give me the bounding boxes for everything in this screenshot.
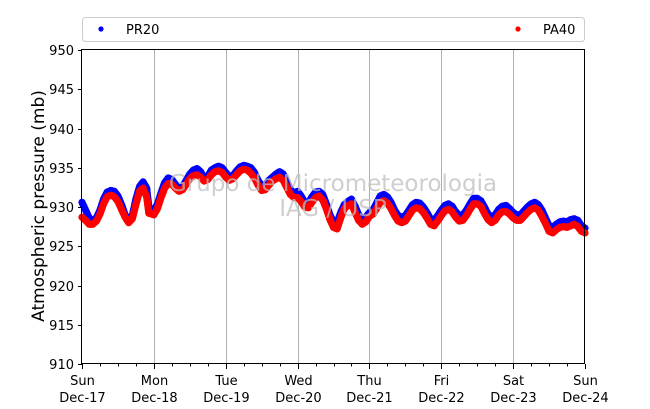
x-tick-date-dec-21: Dec-21 — [346, 391, 392, 406]
y-tick-label-920: 920 — [49, 280, 74, 295]
x-tick-date-dec-20: Dec-20 — [275, 391, 321, 406]
x-tick-date-dec-19: Dec-19 — [203, 391, 249, 406]
legend-label-pr20: PR20 — [126, 23, 159, 38]
series-pa40 — [78, 165, 589, 237]
watermark-line-1: Grupo de Micrometeorologia — [169, 171, 497, 197]
x-tick-weekday-dec-17: Sun — [70, 374, 95, 389]
y-tick-label-910: 910 — [49, 358, 74, 373]
legend-box — [82, 17, 585, 42]
y-axis-label: Atmospheric pressure (mb) — [29, 90, 49, 322]
x-tick-weekday-dec-18: Mon — [141, 374, 168, 389]
x-tick-date-dec-22: Dec-22 — [418, 391, 464, 406]
y-tick-label-950: 950 — [49, 44, 74, 59]
grid-lines — [154, 50, 514, 364]
x-tick-date-dec-24: Dec-24 — [562, 391, 608, 406]
plot-frame — [81, 49, 585, 364]
x-tick-weekday-dec-19: Tue — [214, 374, 237, 389]
legend-label-pa40: PA40 — [543, 23, 575, 38]
y-tick-label-945: 945 — [49, 83, 74, 98]
x-tick-weekday-dec-21: Thu — [356, 374, 381, 389]
y-tick-label-935: 935 — [49, 162, 74, 177]
x-axis: Sun Dec-17 Mon Dec-18 Tue Dec-19 Wed Dec-20 Thu D… — [59, 364, 609, 406]
y-axis: 910 915 920 925 930 935 940 945 950 — [49, 44, 82, 373]
x-tick-weekday-dec-24: Sun — [573, 374, 598, 389]
x-tick-weekday-dec-22: Fri — [434, 374, 450, 389]
x-tick-date-dec-17: Dec-17 — [59, 391, 105, 406]
series-layer — [78, 161, 589, 237]
legend: PR20 PA40 — [82, 17, 585, 42]
dot-pa40 — [580, 228, 588, 236]
y-tick-label-925: 925 — [49, 240, 74, 255]
legend-marker-pa40 — [515, 26, 521, 32]
x-tick-date-dec-23: Dec-23 — [490, 391, 536, 406]
x-tick-weekday-dec-23: Sat — [503, 374, 524, 389]
y-tick-label-915: 915 — [49, 319, 74, 334]
x-tick-weekday-dec-20: Wed — [284, 374, 312, 389]
legend-marker-pr20 — [98, 26, 104, 32]
watermark-line-2: IAG / USP — [279, 196, 387, 222]
y-tick-label-930: 930 — [49, 201, 74, 216]
watermark: Grupo de Micrometeorologia IAG / USP — [169, 171, 497, 222]
x-tick-date-dec-18: Dec-18 — [131, 391, 177, 406]
y-tick-label-940: 940 — [49, 123, 74, 138]
